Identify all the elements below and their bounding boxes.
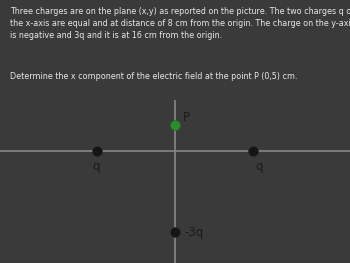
Text: q: q	[92, 160, 100, 173]
Text: -3q: -3q	[185, 226, 204, 239]
Text: q: q	[256, 160, 263, 173]
Text: Determine the x component of the electric field at the point P (0,5) cm.: Determine the x component of the electri…	[10, 72, 298, 80]
Text: P: P	[183, 111, 190, 124]
Point	[172, 123, 178, 128]
Text: Three charges are on the plane (x,y) as reported on the picture. The two charges: Three charges are on the plane (x,y) as …	[10, 7, 350, 40]
Point	[172, 230, 178, 235]
Point	[94, 149, 100, 153]
Point	[250, 149, 255, 153]
